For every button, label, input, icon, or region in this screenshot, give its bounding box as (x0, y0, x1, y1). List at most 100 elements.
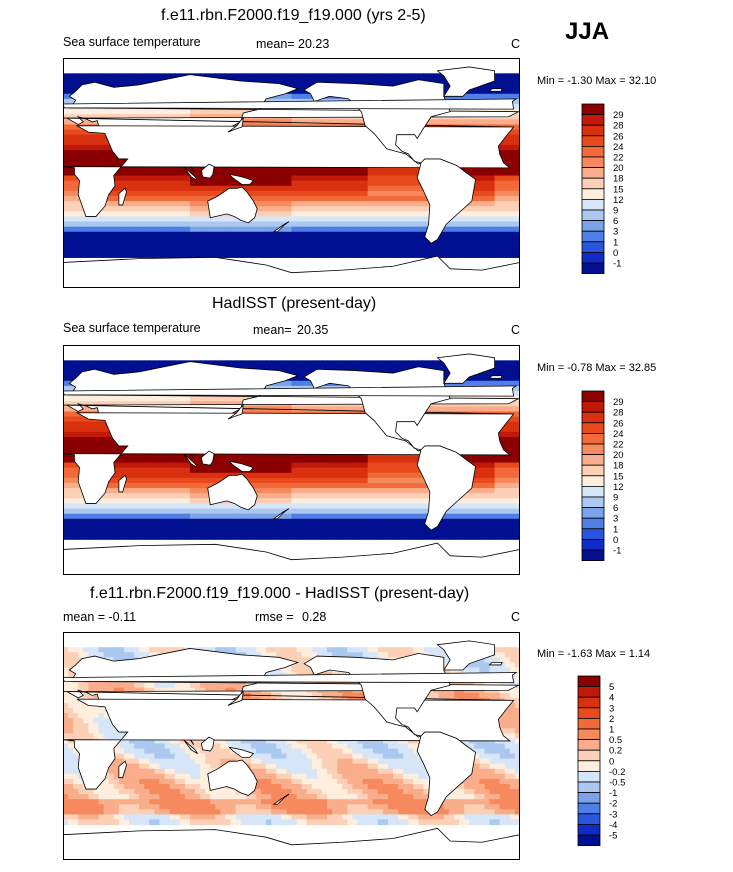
sst-cell (479, 380, 486, 387)
sst-cell (184, 231, 191, 238)
sst-cell (301, 370, 308, 377)
sst-cell (311, 365, 318, 372)
sst-cell (200, 216, 206, 223)
sst-cell (113, 211, 120, 218)
sst-cell (184, 247, 191, 253)
panel1-mean-value: 20.23 (298, 37, 330, 51)
sst-cell (321, 406, 328, 413)
sst-cell (68, 211, 74, 218)
sst-cell (372, 231, 379, 238)
sst-cell (286, 180, 293, 187)
sst-cell (448, 252, 455, 258)
colorbar-swatch (581, 251, 605, 264)
sst-cell (316, 365, 323, 372)
sst-cell (159, 396, 166, 402)
sst-cell (63, 447, 69, 453)
sst-cell (301, 190, 308, 197)
sst-cell (88, 231, 95, 238)
sst-cell (337, 406, 343, 413)
sst-cell (144, 242, 150, 248)
sst-cell (327, 231, 333, 238)
sst-cell (484, 196, 491, 202)
land-africa (63, 125, 515, 217)
sst-cell (73, 252, 79, 258)
sst-cell (398, 365, 404, 372)
sst-cell (479, 83, 486, 90)
sst-cell (393, 231, 399, 238)
sst-cell (448, 231, 455, 238)
sst-cell (98, 421, 105, 428)
sst-cell (129, 452, 135, 459)
sst-cell (93, 242, 100, 248)
sst-cell (73, 426, 79, 433)
sst-cell (195, 196, 201, 202)
sst-cell (286, 236, 293, 243)
sst-cell (514, 190, 520, 197)
sst-cell (93, 78, 100, 85)
sst-cell (83, 242, 89, 248)
sst-cell (210, 73, 216, 80)
sst-cell (88, 406, 95, 413)
sst-cell (327, 190, 333, 197)
sst-cell (509, 155, 516, 161)
sst-cell (459, 226, 465, 233)
sst-cell (347, 175, 354, 182)
sst-cell (509, 242, 516, 248)
sst-cell (250, 196, 257, 202)
sst-cell (387, 252, 394, 258)
sst-cell (494, 78, 501, 85)
sst-cell (408, 231, 414, 238)
sst-cell (327, 180, 333, 187)
sst-cell (387, 226, 394, 233)
sst-cell (494, 206, 501, 212)
sst-cell (235, 396, 242, 402)
sst-cell (327, 206, 333, 212)
sst-cell (149, 396, 155, 402)
sst-cell (281, 93, 288, 100)
sst-cell (474, 226, 480, 233)
sst-cell (321, 226, 328, 233)
sst-cell (149, 196, 155, 202)
sst-cell (438, 73, 445, 80)
sst-cell (423, 226, 430, 233)
sst-cell (362, 180, 369, 187)
sst-cell (63, 370, 69, 377)
sst-cell (301, 175, 308, 182)
sst-cell (387, 231, 394, 238)
sst-cell (93, 221, 100, 228)
sst-cell (514, 360, 520, 367)
sst-cell (240, 226, 247, 233)
sst-cell (494, 83, 501, 90)
sst-cell (261, 242, 267, 248)
sst-cell (159, 175, 166, 182)
sst-cell (98, 150, 105, 156)
sst-cell (296, 78, 303, 85)
sst-cell (93, 431, 100, 438)
sst-cell (83, 431, 89, 438)
sst-cell (367, 180, 374, 187)
sst-cell (367, 211, 374, 218)
sst-cell (149, 175, 155, 182)
sst-cell (443, 78, 450, 85)
sst-cell (484, 185, 491, 192)
sst-cell (469, 165, 475, 172)
sst-cell (63, 201, 69, 207)
sst-cell (123, 206, 130, 212)
sst-cell (98, 216, 105, 223)
sst-cell (139, 236, 145, 243)
sst-cell (235, 252, 242, 258)
sst-cell (398, 165, 404, 172)
sst-cell (296, 119, 303, 126)
sst-cell (68, 180, 74, 187)
sst-cell (195, 206, 201, 212)
sst-cell (398, 196, 404, 202)
sst-cell (327, 165, 333, 172)
sst-cell (245, 231, 252, 238)
sst-cell (134, 360, 140, 367)
sst-cell (514, 196, 520, 202)
sst-cell (362, 252, 369, 258)
sst-cell (134, 190, 140, 197)
sst-cell (255, 231, 262, 238)
sst-cell (63, 236, 69, 243)
sst-cell (301, 365, 308, 372)
